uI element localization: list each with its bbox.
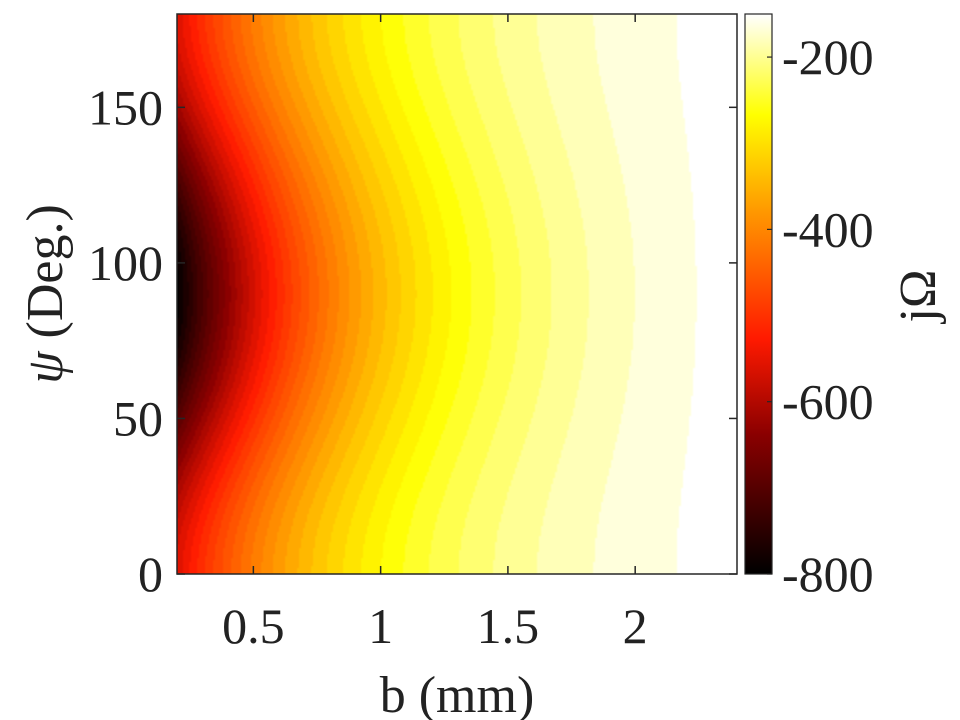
colorbar-tick-label: -600: [782, 374, 874, 430]
colorbar-tick-label: -800: [782, 546, 874, 602]
colorbar-ticks: -200 -400 -600 -800: [767, 29, 874, 602]
y-tick-label: 0: [138, 546, 163, 602]
colorbar-gradient: [744, 13, 773, 575]
y-tick-label: 100: [88, 235, 163, 291]
y-axis-unit: (Deg.): [17, 204, 74, 351]
colorbar-title: jΩ: [890, 269, 947, 324]
x-tick-label: 1: [368, 598, 393, 654]
y-axis: 0 50 100 150: [88, 79, 737, 602]
heatmap-field: [177, 14, 737, 574]
plot-frame: [176, 13, 738, 575]
y-axis-symbol: ψ: [17, 350, 74, 384]
x-tick-label: 1.5: [477, 598, 540, 654]
colorbar-tick-label: -400: [782, 201, 874, 257]
x-tick-label: 0.5: [222, 598, 285, 654]
y-axis-title: ψ (Deg.): [17, 204, 74, 384]
colorbar-tick-label: -200: [782, 29, 874, 85]
y-tick-label: 150: [88, 79, 163, 135]
y-tick-label: 50: [113, 390, 163, 446]
colorbar: -200 -400 -600 -800 jΩ: [744, 13, 947, 602]
x-axis-title: b (mm): [380, 667, 535, 720]
plot-area: [176, 13, 738, 575]
x-tick-label: 2: [623, 598, 648, 654]
x-axis: 0.5 1 1.5 2: [222, 14, 648, 654]
